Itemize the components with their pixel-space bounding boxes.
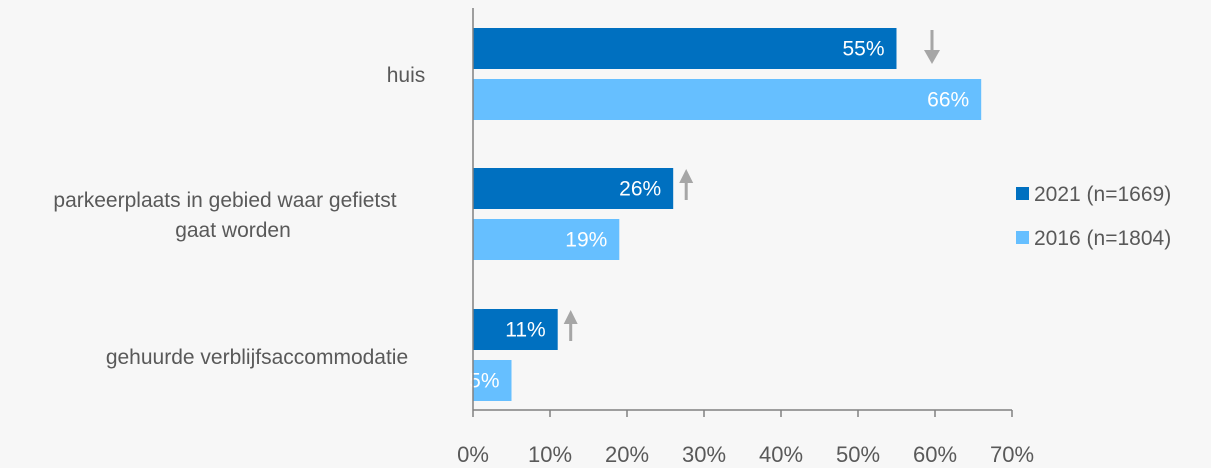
data-label-2021-cat-1: 26%: [619, 178, 661, 201]
x-tick-label: 50%: [836, 442, 880, 467]
x-tick-label: 60%: [913, 442, 957, 467]
x-tick-label: 30%: [682, 442, 726, 467]
bar-2021-cat-1: [473, 168, 674, 209]
legend-item-2016: 2016 (n=1804): [1016, 227, 1171, 250]
bar-2016-cat-1: [473, 219, 620, 260]
bar-2021-cat-2: [473, 309, 558, 350]
legend-label: 2021 (n=1669): [1034, 183, 1171, 206]
bar-2016-cat-2: [473, 360, 512, 401]
arrow-up-icon: [679, 169, 694, 200]
arrow-down-icon: [924, 30, 940, 64]
legend-swatch: [1016, 231, 1029, 244]
arrow-up-icon: [563, 310, 578, 341]
bars-group: 55% 66% 26% 19% 11% 5%: [469, 28, 982, 401]
x-tick-label: 70%: [990, 442, 1034, 467]
data-label-2016-cat-0: 66%: [927, 89, 969, 112]
legend: 2021 (n=1669) 2016 (n=1804): [1016, 183, 1171, 250]
category-labels-group: huis parkeerplaats in gebied waar gefiets…: [53, 64, 425, 369]
x-tick-label: 40%: [759, 442, 803, 467]
legend-item-2021: 2021 (n=1669): [1016, 183, 1171, 206]
x-tick-label: 10%: [528, 442, 572, 467]
data-label-2021-cat-2: 11%: [505, 319, 545, 342]
category-label: huis: [387, 64, 426, 87]
change-indicators-group: [563, 30, 940, 341]
legend-label: 2016 (n=1804): [1034, 227, 1171, 250]
data-label-2016-cat-2: 5%: [469, 370, 499, 393]
data-label-2016-cat-1: 19%: [565, 229, 607, 252]
category-label: parkeerplaats in gebied waar gefietst gaa…: [53, 189, 396, 242]
bar-2016-cat-0: [473, 79, 982, 120]
axes-group: 0% 10% 20% 30% 40% 50% 60% 70%: [457, 8, 1034, 467]
category-label: gehuurde verblijfsaccommodatie: [106, 346, 408, 369]
x-tick-label: 20%: [605, 442, 649, 467]
legend-swatch: [1016, 187, 1029, 200]
x-tick-label: 0%: [457, 442, 489, 467]
bar-2021-cat-0: [473, 28, 897, 69]
data-label-2021-cat-0: 55%: [842, 38, 884, 61]
